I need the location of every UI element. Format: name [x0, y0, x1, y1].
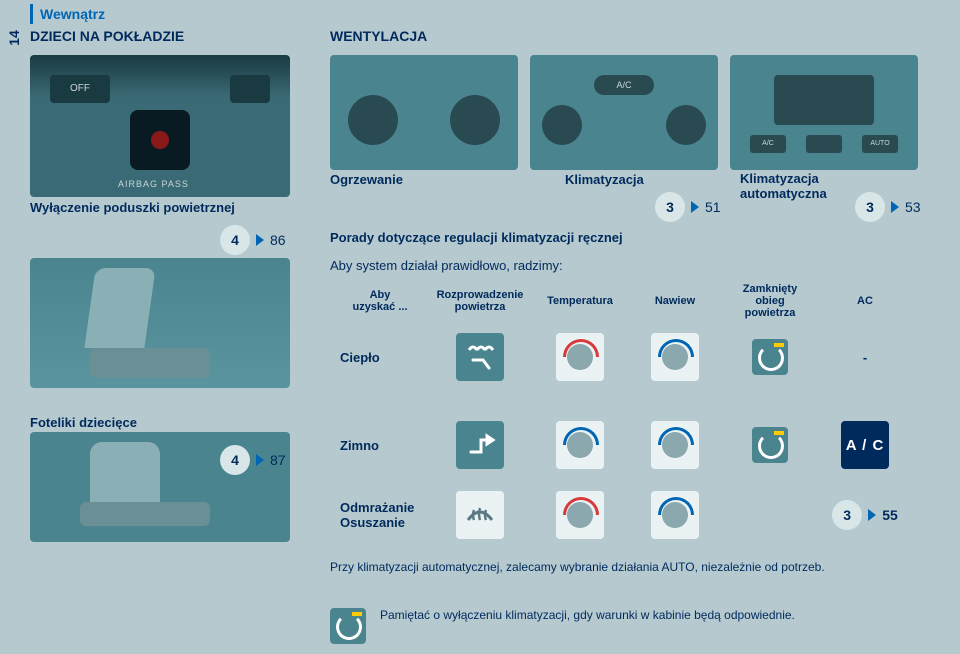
- row-cold-recirc: [720, 427, 820, 463]
- panel-airbag: OFF AIRBAG PASS: [30, 55, 290, 197]
- caption-heating: Ogrzewanie: [330, 172, 403, 187]
- airbag-off-label: OFF: [50, 75, 110, 103]
- recirculation-icon: [330, 608, 366, 644]
- row-defrost-temp: [530, 491, 630, 539]
- top-accent: [30, 4, 33, 24]
- row-defrost-label: Odmrażanie Osuszanie: [330, 500, 430, 530]
- ref-arrow-icon: [868, 509, 876, 521]
- row-heat-recirc: [720, 339, 820, 375]
- climate-knob-left: [542, 105, 582, 145]
- row-cold-temp: [530, 421, 630, 469]
- footwell-defrost-icon: [456, 333, 504, 381]
- caption-climate: Klimatyzacja: [565, 172, 644, 187]
- blower-dial-icon: [651, 491, 699, 539]
- booster-illustration: [80, 442, 240, 532]
- ref-87-page: 87: [270, 452, 286, 468]
- heating-knob-left: [348, 95, 398, 145]
- ref-55-page: 55: [882, 507, 898, 523]
- th-temperature: Temperatura: [530, 295, 630, 307]
- th-ac: AC: [820, 295, 910, 307]
- row-heat-ac: -: [820, 350, 910, 365]
- ref-51-chapter: 3: [655, 192, 685, 222]
- ref-87: 4 87: [220, 445, 286, 475]
- temp-dial-hot-icon: [556, 491, 604, 539]
- climate-ac-button: A/C: [594, 75, 654, 95]
- ac-on-icon: A / C: [841, 421, 889, 469]
- settings-table: Aby uzyskać ... Rozprowadzenie powietrza…: [330, 280, 920, 392]
- page-number: 14: [6, 30, 22, 46]
- panel-childseat: [30, 258, 290, 388]
- temp-dial-cold-icon: [556, 421, 604, 469]
- heating-knob-right: [450, 95, 500, 145]
- ref-86: 4 86: [220, 225, 286, 255]
- row-heat-temp: [530, 333, 630, 381]
- th-aby-uzyskac: Aby uzyskać ...: [330, 289, 430, 313]
- label-airbag-off: Wyłączenie poduszki powietrznej: [30, 200, 235, 215]
- airbag-key-slot: [130, 110, 190, 170]
- section-title-ventilation: WENTYLACJA: [330, 28, 427, 44]
- row-heat-distribution: [430, 333, 530, 381]
- windshield-icon: [456, 491, 504, 539]
- th-blower: Nawiew: [630, 295, 720, 307]
- ref-86-chapter: 4: [220, 225, 250, 255]
- ref-arrow-icon: [256, 234, 264, 246]
- climate-knob-right: [666, 105, 706, 145]
- row-heat-blower: [630, 333, 720, 381]
- label-child-seats: Foteliki dziecięce: [30, 415, 137, 430]
- ref-87-chapter: 4: [220, 445, 250, 475]
- row-cold-label: Zimno: [330, 438, 430, 453]
- blower-dial-icon: [651, 421, 699, 469]
- row-defrost-blower: [630, 491, 720, 539]
- airbag-on-indicator: [230, 75, 270, 103]
- childseat-illustration: [90, 268, 230, 378]
- face-vent-icon: [456, 421, 504, 469]
- row-heat-label: Ciepło: [330, 350, 430, 365]
- breadcrumb: Wewnątrz: [40, 6, 105, 22]
- ref-51: 3 51: [655, 192, 721, 222]
- table-row-defrost: Odmrażanie Osuszanie 3 55: [330, 485, 920, 545]
- ref-53-chapter: 3: [855, 192, 885, 222]
- ref-arrow-icon: [691, 201, 699, 213]
- recirculation-icon: [752, 339, 788, 375]
- tip-auto: Przy klimatyzacji automatycznej, zalecam…: [330, 560, 910, 574]
- recirculation-icon: [752, 427, 788, 463]
- tip-ac-off-text: Pamiętać o wyłączeniu klimatyzacji, gdy …: [380, 608, 795, 622]
- panel-heating: [330, 55, 518, 170]
- auto-climate-btn2: [806, 135, 842, 153]
- auto-climate-display: [774, 75, 874, 125]
- ref-53: 3 53: [855, 192, 921, 222]
- ref-53-page: 53: [905, 199, 921, 215]
- ref-55: 3 55: [832, 500, 898, 530]
- ref-arrow-icon: [256, 454, 264, 466]
- advice-subtext: Aby system działał prawidłowo, radzimy:: [330, 258, 563, 273]
- auto-climate-auto-btn: AUTO: [862, 135, 898, 153]
- row-defrost-ac: 3 55: [820, 500, 910, 530]
- ref-55-chapter: 3: [832, 500, 862, 530]
- panel-auto-climate: A/C AUTO: [730, 55, 918, 170]
- row-cold-blower: [630, 421, 720, 469]
- tip-ac-off: Pamiętać o wyłączeniu klimatyzacji, gdy …: [330, 608, 910, 644]
- advice-heading: Porady dotyczące regulacji klimatyzacji …: [330, 230, 623, 245]
- auto-climate-ac-btn: A/C: [750, 135, 786, 153]
- ref-51-page: 51: [705, 199, 721, 215]
- airbag-pass-label: AIRBAG PASS: [118, 179, 189, 189]
- th-recirculation: Zamknięty obieg powietrza: [720, 283, 820, 319]
- temp-dial-hot-icon: [556, 333, 604, 381]
- caption-auto-climate-l1: Klimatyzacja: [740, 171, 819, 186]
- table-row-heat: Ciepło -: [330, 322, 920, 392]
- table-header-row: Aby uzyskać ... Rozprowadzenie powietrza…: [330, 280, 920, 322]
- row-cold-ac: A / C: [820, 421, 910, 469]
- blower-dial-icon: [651, 333, 699, 381]
- panel-climate: A/C: [530, 55, 718, 170]
- th-air-distribution: Rozprowadzenie powietrza: [430, 289, 530, 313]
- caption-auto-climate: Klimatyzacja automatyczna: [740, 172, 827, 202]
- caption-auto-climate-l2: automatyczna: [740, 187, 827, 202]
- section-title-children: DZIECI NA POKŁADZIE: [30, 28, 184, 44]
- row-defrost-distribution: [430, 491, 530, 539]
- row-cold-distribution: [430, 421, 530, 469]
- ref-arrow-icon: [891, 201, 899, 213]
- table-row-cold: Zimno A / C: [330, 415, 920, 475]
- ref-86-page: 86: [270, 232, 286, 248]
